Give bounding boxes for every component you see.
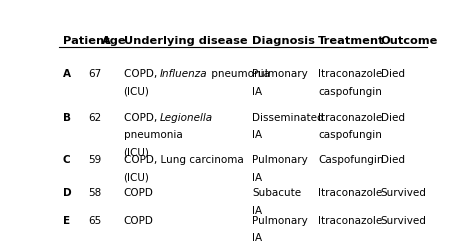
- Text: Itraconazole: Itraconazole: [318, 215, 383, 226]
- Text: 67: 67: [88, 69, 101, 79]
- Text: Pulmonary: Pulmonary: [252, 69, 308, 79]
- Text: 62: 62: [88, 113, 101, 123]
- Text: 58: 58: [88, 188, 101, 198]
- Text: (ICU): (ICU): [124, 148, 149, 158]
- Text: Underlying disease: Underlying disease: [124, 36, 247, 46]
- Text: Survived: Survived: [381, 188, 427, 198]
- Text: COPD: COPD: [124, 215, 154, 226]
- Text: Treatment: Treatment: [318, 36, 385, 46]
- Text: caspofungin: caspofungin: [318, 86, 382, 97]
- Text: Itraconazole: Itraconazole: [318, 113, 383, 123]
- Text: IA: IA: [252, 206, 262, 216]
- Text: Itraconazole: Itraconazole: [318, 69, 383, 79]
- Text: IA: IA: [252, 130, 262, 140]
- Text: Outcome: Outcome: [381, 36, 438, 46]
- Text: Pulmonary: Pulmonary: [252, 215, 308, 226]
- Text: Disseminated: Disseminated: [252, 113, 324, 123]
- Text: Influenza: Influenza: [160, 69, 208, 79]
- Text: IA: IA: [252, 86, 262, 97]
- Text: Legionella: Legionella: [160, 113, 213, 123]
- Text: caspofungin: caspofungin: [318, 130, 382, 140]
- Text: E: E: [63, 215, 70, 226]
- Text: pneumonia: pneumonia: [124, 130, 182, 140]
- Text: Caspofungin: Caspofungin: [318, 155, 384, 165]
- Text: Age: Age: [101, 36, 126, 46]
- Text: 59: 59: [88, 155, 101, 165]
- Text: Died: Died: [381, 155, 405, 165]
- Text: Subacute: Subacute: [252, 188, 301, 198]
- Text: Itraconazole: Itraconazole: [318, 188, 383, 198]
- Text: Patient: Patient: [63, 36, 109, 46]
- Text: D: D: [63, 188, 72, 198]
- Text: Died: Died: [381, 113, 405, 123]
- Text: (ICU): (ICU): [124, 173, 149, 183]
- Text: pneumonia: pneumonia: [208, 69, 270, 79]
- Text: Pulmonary: Pulmonary: [252, 155, 308, 165]
- Text: COPD, Lung carcinoma: COPD, Lung carcinoma: [124, 155, 243, 165]
- Text: Died: Died: [381, 69, 405, 79]
- Text: B: B: [63, 113, 71, 123]
- Text: Diagnosis: Diagnosis: [252, 36, 315, 46]
- Text: (ICU): (ICU): [124, 86, 149, 97]
- Text: C: C: [63, 155, 71, 165]
- Text: 65: 65: [88, 215, 101, 226]
- Text: IA: IA: [252, 233, 262, 243]
- Text: COPD,: COPD,: [124, 113, 160, 123]
- Text: IA: IA: [252, 173, 262, 183]
- Text: Survived: Survived: [381, 215, 427, 226]
- Text: COPD,: COPD,: [124, 69, 160, 79]
- Text: A: A: [63, 69, 71, 79]
- Text: COPD: COPD: [124, 188, 154, 198]
